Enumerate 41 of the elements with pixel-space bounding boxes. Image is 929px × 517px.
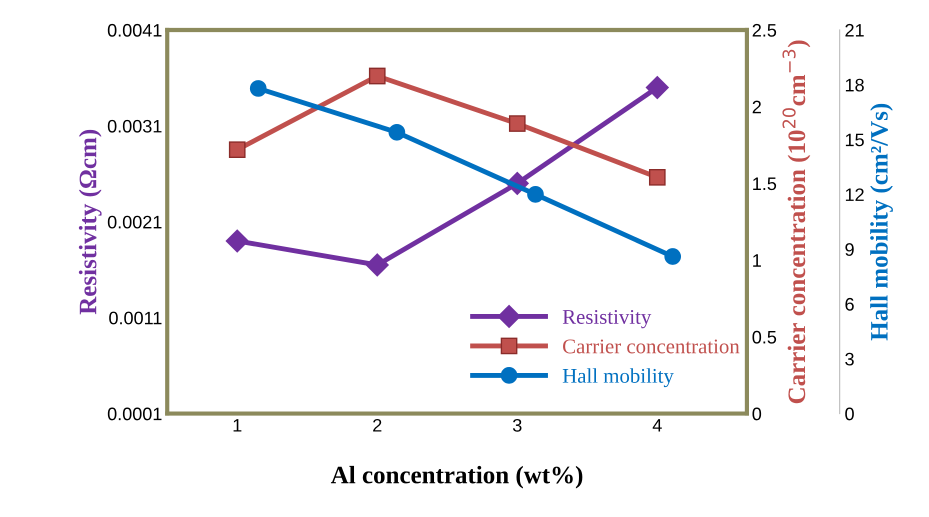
y3-tick-label: 12 [846, 188, 864, 201]
y-tick-label: 0.0041 [108, 24, 162, 37]
y2-axis-title: Carrier concentration (10$^{20}$cm$^{−3}$) [782, 40, 810, 404]
x-tick-label: 2 [373, 418, 382, 432]
y3-tick-label: 9 [845, 243, 854, 256]
y3-tick-label: 15 [846, 134, 864, 146]
y-axis-title: Resistivity (Ωcm) [78, 130, 102, 314]
y-tick-label: 0.0001 [108, 408, 162, 420]
x-tick-label: 1 [234, 419, 242, 432]
y-tick-label: 0.0011 [109, 312, 162, 324]
x-tick-label: 3 [512, 418, 522, 432]
point [250, 80, 267, 97]
x-axis-title: Al concentration (wt%) [330, 466, 582, 489]
y2-tick-label: 0 [752, 408, 762, 420]
y3-tick-label: 0 [845, 408, 854, 420]
x-tick-label: 4 [652, 419, 662, 432]
y3-axis-title: Hall mobility (cm²/Vs) [870, 104, 893, 340]
y2-tick-label: 1 [753, 254, 761, 267]
y-tick-label: 0.0031 [108, 120, 162, 133]
point [664, 248, 682, 265]
y3-tick-label: 3 [845, 352, 854, 366]
legend-label: Hall mobility [562, 368, 674, 388]
point [228, 141, 246, 158]
point [527, 186, 544, 203]
y3-tick-label: 6 [845, 298, 854, 311]
point [646, 76, 669, 100]
y3-tick-label: 21 [845, 24, 864, 37]
y2-tick-label: 2.5 [752, 24, 776, 37]
point [368, 68, 386, 84]
legend-label: Resistivity [562, 310, 652, 328]
y2-tick-label: 1.5 [753, 178, 776, 190]
legend-label: Carrier concentration [563, 339, 740, 354]
y-tick-label: 0.0021 [108, 216, 162, 229]
y3-tick-label: 18 [846, 78, 864, 92]
point [508, 115, 526, 132]
point [388, 124, 406, 141]
y2-tick-label: 0.5 [752, 330, 776, 344]
y2-tick-label: 2 [752, 100, 761, 114]
point [648, 168, 666, 186]
point [366, 253, 389, 276]
point [226, 229, 249, 252]
